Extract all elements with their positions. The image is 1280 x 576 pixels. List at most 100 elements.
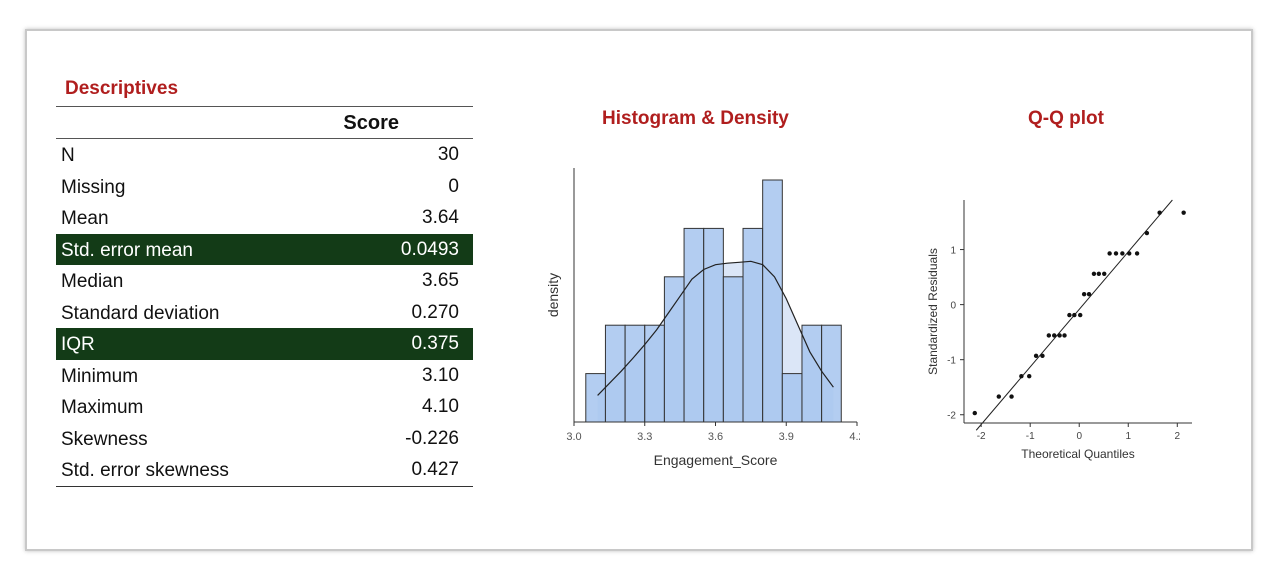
qq-point: [1086, 291, 1092, 297]
qq-point: [1072, 312, 1077, 318]
qq-point: [1057, 333, 1062, 338]
output-frame: [25, 29, 1253, 551]
x-axis-label: Theoretical Quantiles: [1021, 447, 1134, 461]
qq-point: [1009, 394, 1014, 399]
qq-title: Q-Q plot: [1028, 108, 1104, 129]
table-bottom-rule: [56, 485, 473, 487]
qq-point: [1107, 251, 1112, 256]
row-value: 30: [437, 144, 459, 165]
qq-point: [996, 394, 1002, 399]
qq-point: [1134, 251, 1140, 256]
qq-point: [1081, 291, 1087, 297]
histogram-bar: [722, 276, 744, 423]
descriptives-row: Skewness -0.226: [56, 423, 473, 455]
row-value: 0.270: [411, 301, 459, 323]
qq-point: [1033, 353, 1039, 359]
y-tick-label: -1: [947, 356, 956, 367]
density-curve: [597, 260, 834, 396]
descriptives-row: Median 3.65: [56, 265, 473, 297]
x-tick-label: 3.3: [637, 431, 652, 443]
x-axis-label: Engagement_Score: [654, 452, 778, 468]
row-label: Maximum: [61, 397, 144, 418]
row-value: 4.10: [422, 396, 459, 417]
qq-point: [972, 410, 977, 416]
row-value: 0.427: [411, 459, 459, 480]
qq-point: [1019, 373, 1024, 379]
descriptives-rows: N 30 Missing 0 Mean 3.64 Std. error mean 0.0493…: [56, 139, 473, 486]
histogram-chart: 3.0 3.3 3.6 3.9 4.2 Engagement_Score density: [545, 168, 860, 468]
x-tick-label: -2: [977, 431, 986, 442]
row-value: 0.375: [411, 333, 459, 354]
y-tick-label: -2: [947, 411, 956, 422]
qq-point: [1067, 312, 1072, 318]
row-label: Missing: [61, 176, 126, 198]
histogram-bar: [683, 227, 705, 423]
descriptives-row: Std. error skewness 0.427: [56, 454, 473, 486]
descriptives-row: Mean 3.64: [56, 202, 473, 234]
qq-point: [1127, 251, 1132, 256]
descriptives-row: Minimum 3.10: [56, 360, 473, 392]
descriptives-row: Missing 0: [56, 171, 473, 203]
x-tick-label: 3.6: [708, 431, 723, 443]
row-label: IQR: [61, 334, 95, 355]
descriptives-title: Descriptives: [65, 78, 179, 99]
histogram-bar: [781, 373, 803, 423]
row-value: 3.65: [422, 270, 459, 291]
x-tick-label: 3.0: [566, 431, 581, 443]
row-value: 0: [448, 175, 459, 197]
x-tick-label: 2: [1175, 431, 1181, 442]
qq-point: [1052, 333, 1057, 338]
histogram-title: Histogram & Density: [602, 108, 789, 129]
x-tick-label: 0: [1076, 431, 1082, 442]
histogram-bar: [644, 324, 665, 423]
qq-point: [1113, 251, 1119, 256]
descriptives-table: Score N 30 Missing 0 Mean 3.64 Std. error mean…: [56, 106, 473, 487]
qq-point: [1102, 271, 1107, 276]
y-axis-label: Standardized Residuals: [926, 248, 940, 375]
histogram-bar: [762, 179, 783, 423]
y-tick-label: 0: [950, 301, 956, 312]
qq-plot-chart: -2 -1 0 1 2 -2 -1 0 1 Theoretical Quantiles Standa…: [926, 199, 1192, 461]
descriptives-row: IQR 0.375: [56, 328, 473, 360]
histogram-bar: [703, 227, 724, 423]
histogram-bar: [663, 276, 685, 423]
row-value: 0.0493: [400, 238, 459, 260]
row-label: Standard deviation: [61, 302, 220, 324]
row-value: 3.10: [422, 364, 459, 386]
row-label: Minimum: [61, 365, 139, 387]
y-tick-label: 1: [950, 246, 956, 257]
descriptives-row: Std. error mean 0.0493: [56, 233, 473, 265]
qq-point: [1096, 271, 1102, 276]
descriptives-header: Score: [56, 106, 473, 139]
qq-point: [1120, 251, 1125, 256]
qq-point: [1091, 271, 1097, 276]
qq-point: [1040, 353, 1045, 359]
histogram-bar: [585, 373, 606, 423]
histogram-bar: [624, 324, 646, 423]
qq-point: [1027, 373, 1032, 379]
qq-point: [1078, 312, 1083, 318]
descriptives-row: Standard deviation 0.270: [56, 297, 473, 329]
qq-point: [1181, 210, 1186, 215]
descriptives-row: N 30: [56, 139, 473, 171]
row-value: -0.226: [405, 427, 459, 449]
qq-point: [1157, 210, 1162, 215]
qq-point: [1144, 230, 1150, 236]
x-tick-label: 3.9: [779, 431, 794, 443]
row-label: Skewness: [61, 428, 148, 450]
row-label: N: [61, 145, 75, 166]
qq-point: [1046, 333, 1052, 338]
descriptives-row: Maximum 4.10: [56, 391, 473, 423]
x-tick-label: 4.2: [849, 431, 860, 443]
histogram-bar: [742, 227, 764, 423]
score-column-header: Score: [343, 112, 399, 134]
x-tick-label: 1: [1125, 431, 1131, 442]
row-label: Std. error skewness: [61, 460, 229, 481]
row-label: Median: [61, 271, 124, 292]
row-label: Mean: [61, 208, 109, 229]
histogram-bar: [821, 324, 842, 423]
qq-point: [1062, 333, 1067, 338]
row-value: 3.64: [422, 207, 459, 228]
x-tick-label: -1: [1026, 431, 1035, 442]
histogram-bar: [604, 324, 626, 423]
